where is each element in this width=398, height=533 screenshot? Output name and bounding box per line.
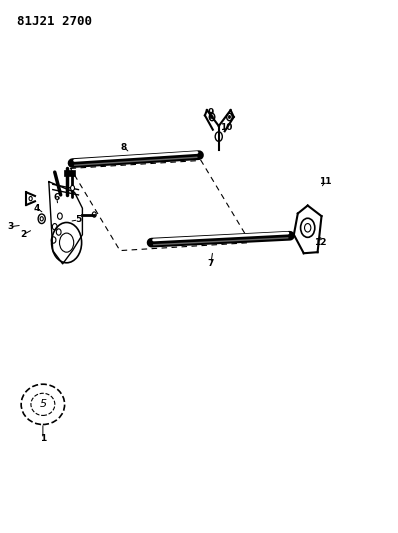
Bar: [64, 170, 75, 176]
Text: 2: 2: [20, 230, 26, 239]
Circle shape: [70, 185, 74, 191]
Text: 12: 12: [314, 238, 327, 247]
Circle shape: [228, 115, 230, 118]
Text: 5: 5: [75, 215, 82, 224]
Text: 81J21 2700: 81J21 2700: [17, 14, 92, 28]
Text: 6: 6: [54, 193, 60, 202]
Text: 9: 9: [208, 108, 214, 117]
Text: 11: 11: [319, 177, 332, 186]
Text: 7: 7: [208, 260, 214, 268]
Text: 10: 10: [220, 123, 232, 132]
Text: 8: 8: [121, 143, 127, 152]
Text: 4: 4: [34, 204, 40, 213]
Text: 3: 3: [7, 222, 13, 231]
Text: 1: 1: [40, 434, 46, 443]
Circle shape: [211, 115, 213, 118]
Text: 5: 5: [39, 399, 47, 409]
